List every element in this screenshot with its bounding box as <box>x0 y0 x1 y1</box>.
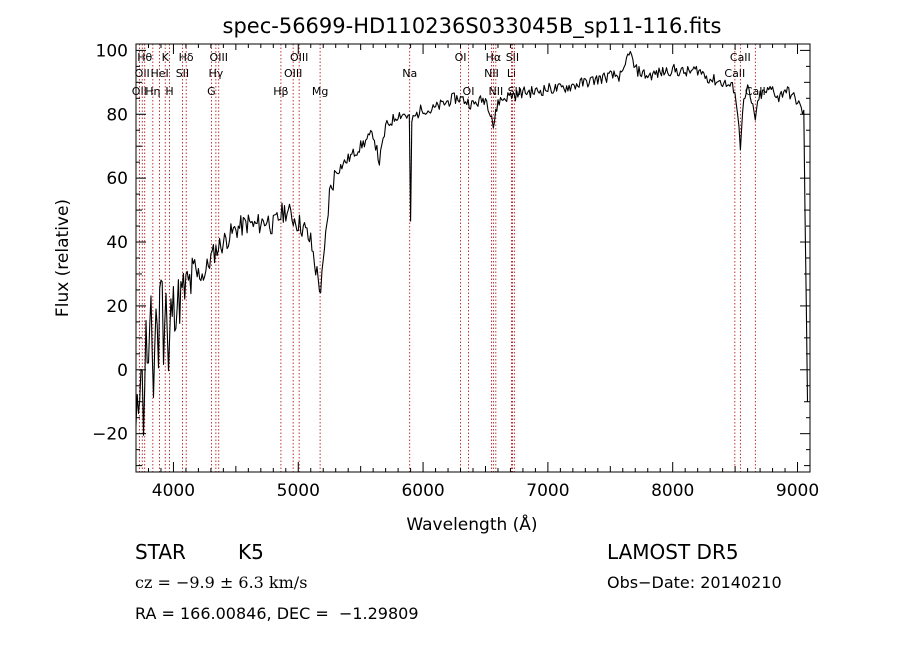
y-tick-label: 80 <box>106 105 128 125</box>
line-marker-label: OIII <box>290 51 308 64</box>
line-marker-label: SII <box>176 67 189 80</box>
x-tick-label: 7000 <box>526 481 569 501</box>
line-marker-label: Hβ <box>273 85 288 98</box>
survey-name: LAMOST DR5 <box>607 540 739 564</box>
line-marker-label: OIII <box>284 67 302 80</box>
line-marker-label: OII <box>135 67 150 80</box>
y-tick-label: 0 <box>117 361 128 381</box>
x-tick-label: 5000 <box>277 481 320 501</box>
line-marker-label: Na <box>402 67 417 80</box>
coordinates: RA = 166.00846, DEC = −1.29809 <box>135 604 419 623</box>
object-subclass: K5 <box>238 540 264 564</box>
y-tick-label: 60 <box>106 169 128 189</box>
line-marker-label: Hα <box>486 51 502 64</box>
line-marker-label: K <box>162 51 170 64</box>
line-marker-label: Mg <box>312 85 328 98</box>
observation-date: Obs−Date: 20140210 <box>607 573 782 592</box>
y-axis-label: Flux (relative) <box>53 199 73 317</box>
spectrum-line <box>135 50 809 436</box>
plot-frame <box>135 43 811 473</box>
x-tick-label: 4000 <box>152 481 195 501</box>
line-marker-label: Hθ <box>137 51 152 64</box>
emission-line-markers: OIIOIIHθHηHeIKHSIIHδGHγOIIIHβOIIIOIIIMgN… <box>132 44 766 472</box>
line-marker-label: NII <box>484 67 499 80</box>
line-marker-label: SII <box>506 51 519 64</box>
line-marker-label: Hγ <box>208 67 223 80</box>
chart-title: spec-56699-HD110236S033045B_sp11-116.fit… <box>223 14 722 39</box>
line-marker-label: Hδ <box>179 51 194 64</box>
x-tick-label: 8000 <box>651 481 694 501</box>
line-marker-label: Hη <box>145 85 160 98</box>
y-tick-label: 100 <box>96 41 128 61</box>
line-marker-label: OI <box>463 85 475 98</box>
redshift-cz: cz = −9.9 ± 6.3 km/s <box>135 573 308 592</box>
line-marker-label: NII <box>488 85 503 98</box>
x-axis-label: Wavelength (Å) <box>406 513 537 535</box>
line-marker-label: OIII <box>210 51 228 64</box>
x-tick-label: 6000 <box>401 481 444 501</box>
y-tick-label: 20 <box>106 297 128 317</box>
x-axis-ticks: 4000 5000 6000 7000 8000 9000 <box>147 44 819 501</box>
line-marker-label: CaII <box>730 51 751 64</box>
line-marker-label: G <box>207 85 216 98</box>
x-tick-label: 9000 <box>776 481 819 501</box>
object-class: STAR <box>135 540 186 564</box>
y-tick-label: 40 <box>106 233 128 253</box>
line-marker-label: H <box>165 85 173 98</box>
line-marker-label: Li <box>507 67 516 80</box>
y-tick-label: −20 <box>92 425 128 445</box>
line-marker-label: CaII <box>724 67 745 80</box>
y-axis-ticks: −20 0 20 40 60 80 100 <box>92 41 810 467</box>
line-marker-label: HeI <box>150 67 168 80</box>
line-marker-label: OI <box>455 51 467 64</box>
